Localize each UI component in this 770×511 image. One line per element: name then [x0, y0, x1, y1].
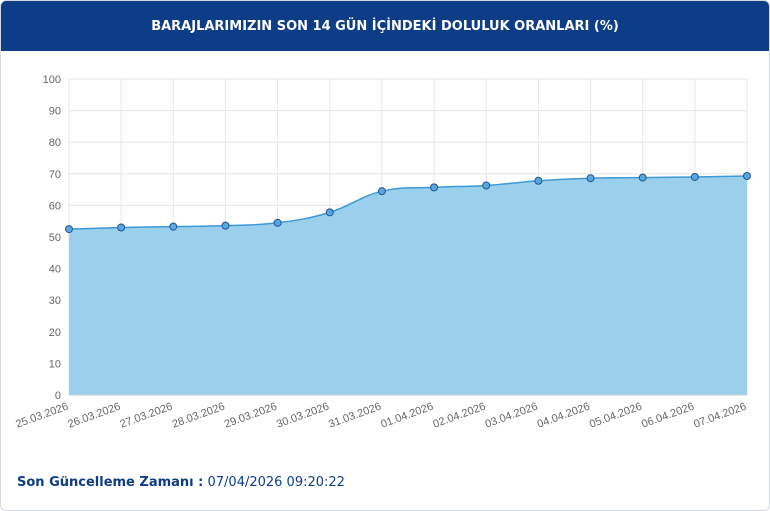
point: [690, 172, 699, 181]
x-tick-label: 02.04.2026: [431, 401, 487, 431]
point: [430, 183, 439, 192]
y-tick-label: 30: [49, 295, 61, 307]
y-tick-label: 70: [49, 169, 61, 181]
y-tick-label: 90: [49, 106, 61, 118]
point: [482, 181, 491, 190]
x-tick-label: 31.03.2026: [327, 401, 383, 431]
point: [377, 187, 386, 196]
x-tick-label: 07.04.2026: [692, 401, 748, 431]
x-tick-label: 04.04.2026: [536, 401, 592, 431]
footer-value: 07/04/2026 09:20:22: [207, 475, 345, 490]
point: [534, 176, 543, 185]
footer: Son Güncelleme Zamanı : 07/04/2026 09:20…: [17, 475, 345, 490]
point: [586, 174, 595, 183]
area-line: [68, 175, 748, 230]
y-tick-label: 10: [49, 358, 61, 370]
y-tick-label: 0: [55, 390, 61, 402]
x-tick-label: 27.03.2026: [118, 401, 174, 431]
point: [221, 221, 230, 230]
point: [743, 172, 751, 181]
x-tick-label: 01.04.2026: [379, 401, 435, 431]
area-fill: [69, 176, 747, 395]
point: [638, 173, 647, 182]
chart: 0 10 20 30 40 50 60 70 80 90 100 25.03.202626.03.20…: [14, 74, 751, 431]
x-tick-label: 25.03.2026: [14, 401, 70, 431]
point: [325, 208, 334, 217]
y-tick-label: 20: [49, 327, 61, 339]
x-tick-label: 06.04.2026: [640, 401, 696, 431]
y-tick-label: 50: [49, 232, 61, 244]
x-tick-label: 03.04.2026: [484, 401, 540, 431]
x-tick-label: 30.03.2026: [275, 401, 331, 431]
y-tick-label: 60: [49, 200, 61, 212]
point: [65, 225, 73, 234]
x-tick-label: 28.03.2026: [171, 401, 227, 431]
y-tick-label: 80: [49, 137, 61, 149]
x-tick-label: 26.03.2026: [66, 401, 122, 431]
y-tick-label: 100: [43, 74, 61, 86]
x-tick-label: 29.03.2026: [223, 401, 279, 431]
y-tick-label: 40: [49, 264, 61, 276]
chart-title: BARAJLARIMIZIN SON 14 GÜN İÇİNDEKİ DOLUL…: [1, 1, 769, 51]
point: [117, 223, 126, 232]
footer-label: Son Güncelleme Zamanı :: [17, 475, 204, 490]
point: [169, 222, 178, 231]
point: [273, 218, 282, 227]
x-tick-label: 05.04.2026: [588, 401, 644, 431]
